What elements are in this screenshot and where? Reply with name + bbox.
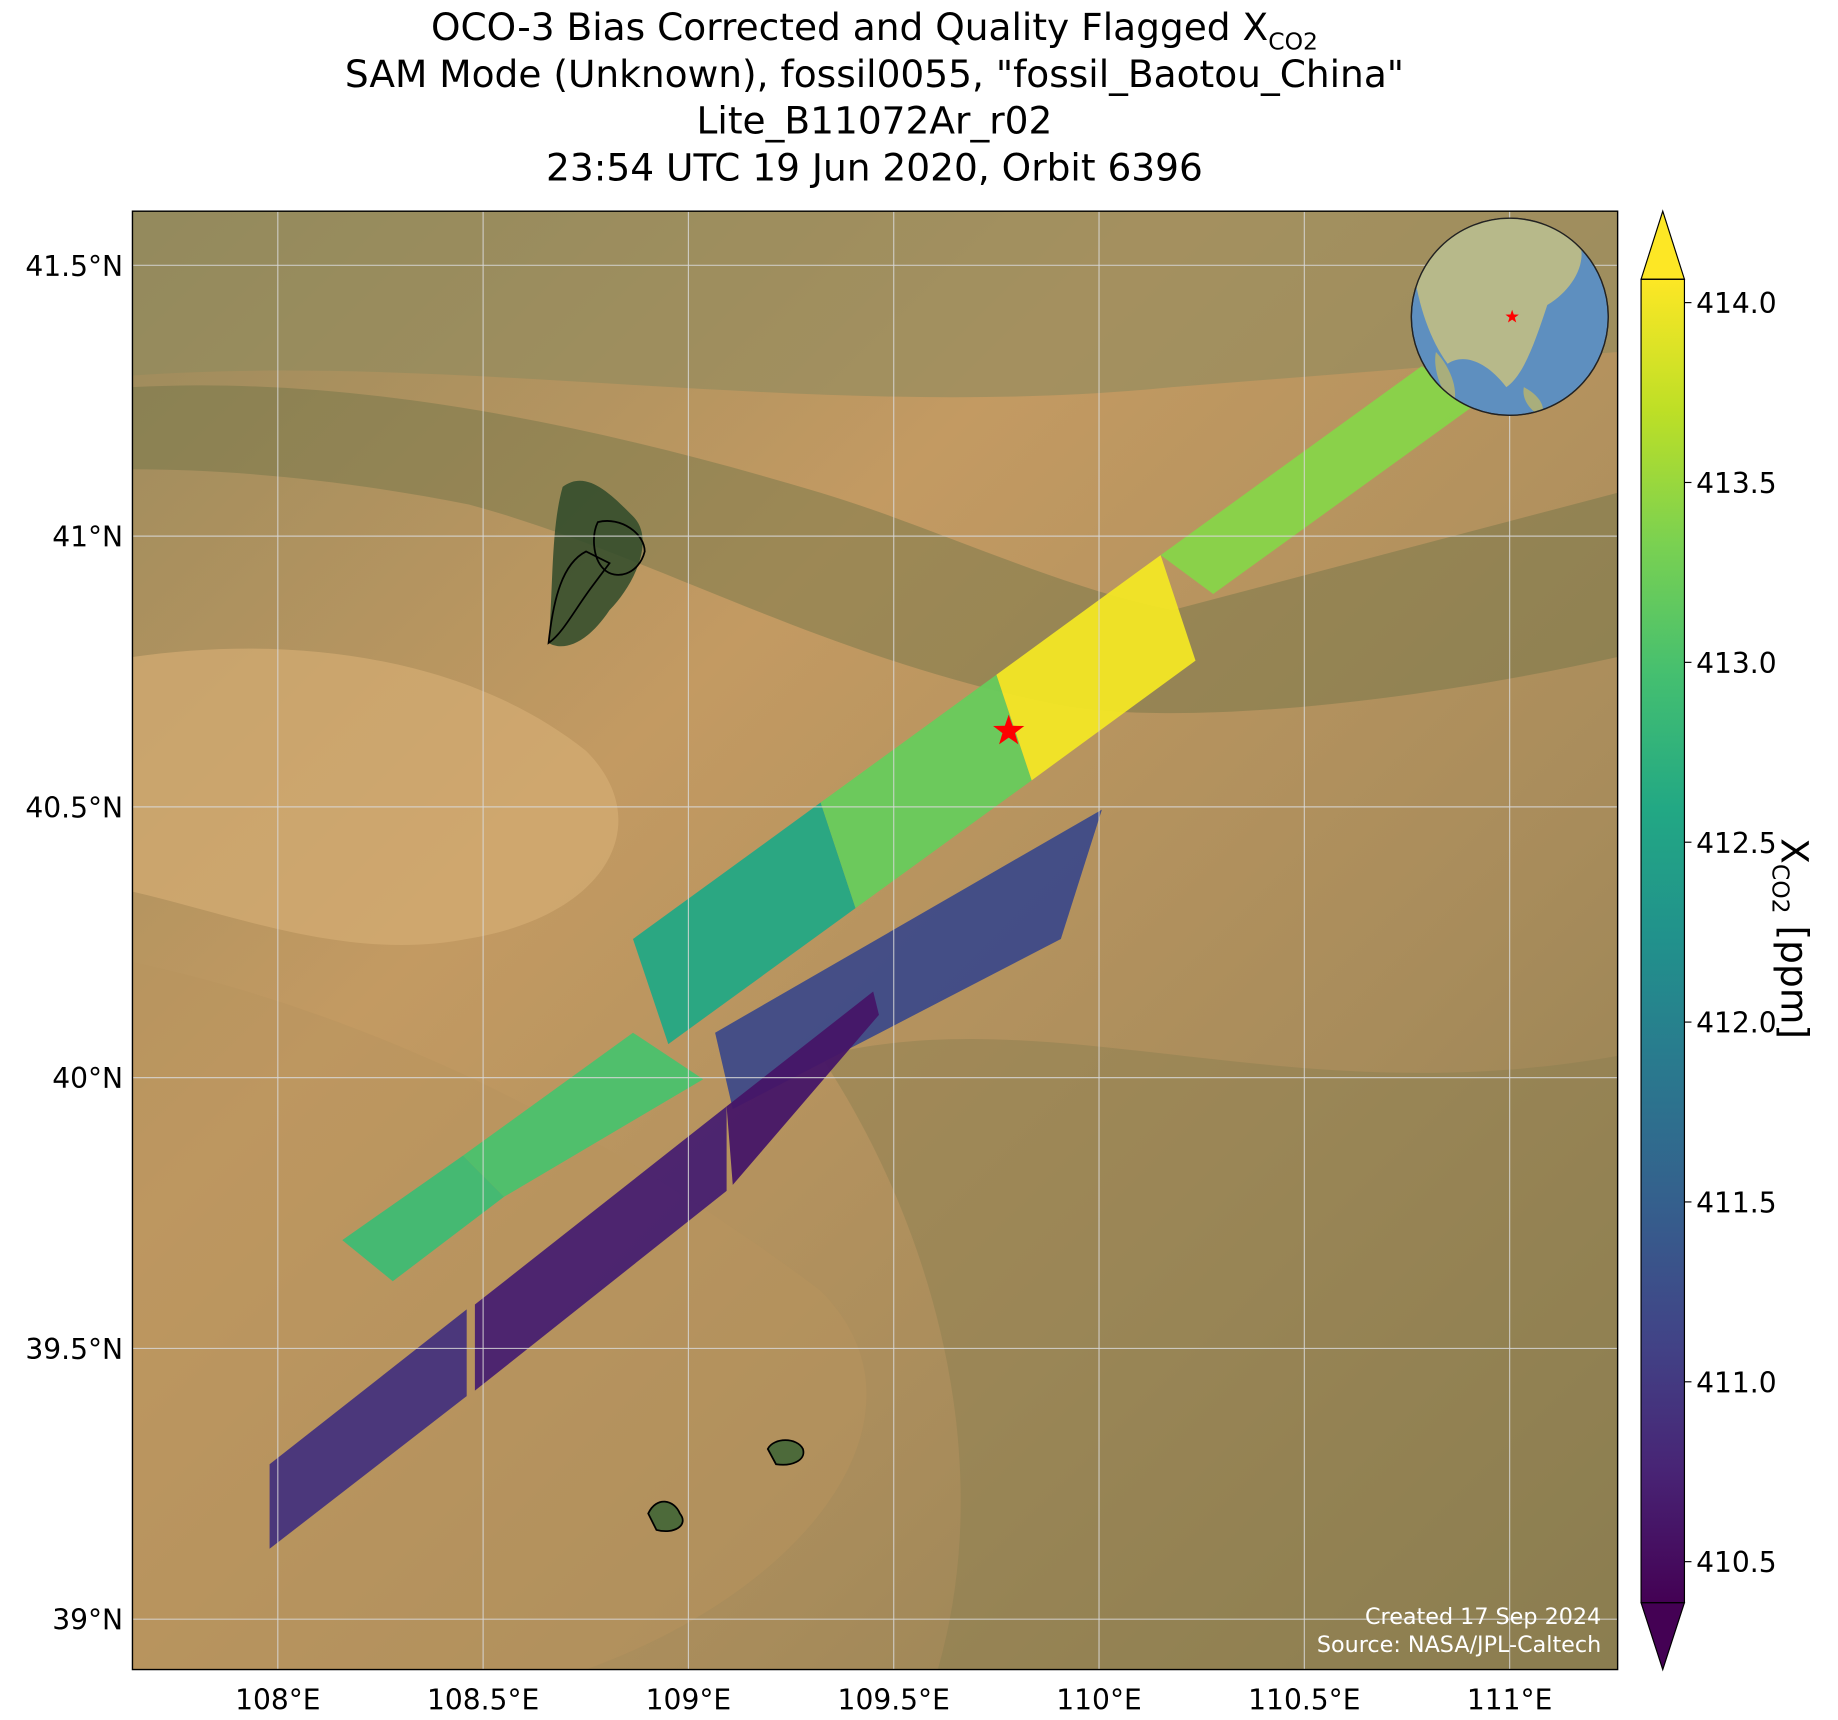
y-tick-label: 40°N xyxy=(52,1062,123,1095)
globe-target-marker xyxy=(1505,309,1519,323)
colorbar-tick-label: 413.5 xyxy=(1696,467,1776,500)
title-subscript: CO2 xyxy=(1268,27,1318,55)
colorbar-tick-label: 412.5 xyxy=(1696,827,1776,860)
title-text: OCO-3 Bias Corrected and Quality Flagged… xyxy=(431,5,1268,49)
swath-segment xyxy=(342,1155,505,1282)
x-tick-label: 109.5°E xyxy=(838,1683,950,1716)
colorbar-tick-label: 414.0 xyxy=(1696,287,1776,320)
y-tick-label: 41.5°N xyxy=(25,250,123,283)
colorbar-label-subscript: CO2 xyxy=(1766,864,1794,914)
y-tick-label: 40.5°N xyxy=(25,791,123,824)
plot-frame xyxy=(131,210,1619,1671)
swath-segment xyxy=(715,809,1102,1110)
x-tick-label: 109°E xyxy=(646,1683,731,1716)
colorbar-tick-label: 413.0 xyxy=(1696,647,1776,680)
x-tick-label: 110.5°E xyxy=(1248,1683,1360,1716)
credit-text: Source: NASA/JPL-Caltech xyxy=(1317,1632,1601,1658)
colorbar: 410.5 411.0 411.5 412.0 412.5 413.0 413.5 414.0… xyxy=(1640,209,1817,1672)
colorbar-tick-label: 411.0 xyxy=(1696,1366,1776,1399)
credit-text: Created 17 Sep 2024 xyxy=(1365,1604,1601,1630)
y-tick-label: 39°N xyxy=(52,1604,123,1637)
swath-segment xyxy=(269,1309,467,1549)
title-text: 23:54 UTC 19 Jun 2020, Orbit 6396 xyxy=(546,146,1203,190)
swath-segment xyxy=(820,674,1032,909)
swath-segment xyxy=(996,555,1196,781)
colorbar-extend-min xyxy=(1640,1602,1686,1672)
title-line: 23:54 UTC 19 Jun 2020, Orbit 6396 xyxy=(546,146,1203,190)
swath-segment xyxy=(726,991,879,1185)
swath-segment xyxy=(474,1106,727,1391)
title-line: Lite_B11072Ar_r02 xyxy=(697,99,1053,143)
y-tick-label: 39.5°N xyxy=(25,1333,123,1366)
swath-segment xyxy=(462,1032,704,1197)
y-tick-label: 41°N xyxy=(52,521,123,554)
title-line: SAM Mode (Unknown), fossil0055, "fossil_… xyxy=(345,52,1404,96)
colorbar-label: XCO2 [ppm] xyxy=(1766,838,1816,1039)
swath-segment xyxy=(1160,366,1475,595)
colorbar-tick-label: 411.5 xyxy=(1696,1186,1776,1219)
x-tick-label: 108°E xyxy=(235,1683,320,1716)
title-text: Lite_B11072Ar_r02 xyxy=(697,99,1053,143)
title-line: OCO-3 Bias Corrected and Quality Flagged… xyxy=(431,5,1318,55)
x-tick-label: 108.5°E xyxy=(427,1683,539,1716)
colorbar-tick-label: 412.0 xyxy=(1696,1007,1776,1040)
x-tick-label: 111°E xyxy=(1467,1683,1552,1716)
axes: 108°E 108.5°E 109°E 109.5°E 110°E 110.5°E 111°… xyxy=(25,250,1552,1717)
grid xyxy=(132,211,1618,1670)
colorbar-label-unit: [ppm] xyxy=(1773,914,1817,1039)
colorbar-label-text: X xyxy=(1773,838,1817,864)
colorbar-frame xyxy=(1640,278,1686,1604)
x-tick-label: 110°E xyxy=(1056,1683,1141,1716)
title-block: OCO-3 Bias Corrected and Quality Flagged… xyxy=(345,5,1404,190)
colorbar-body xyxy=(1641,279,1685,1603)
target-marker xyxy=(993,714,1025,745)
colorbar-tick-label: 410.5 xyxy=(1696,1546,1776,1579)
title-text: SAM Mode (Unknown), fossil0055, "fossil_… xyxy=(345,52,1404,96)
colorbar-extend-max xyxy=(1640,209,1686,280)
